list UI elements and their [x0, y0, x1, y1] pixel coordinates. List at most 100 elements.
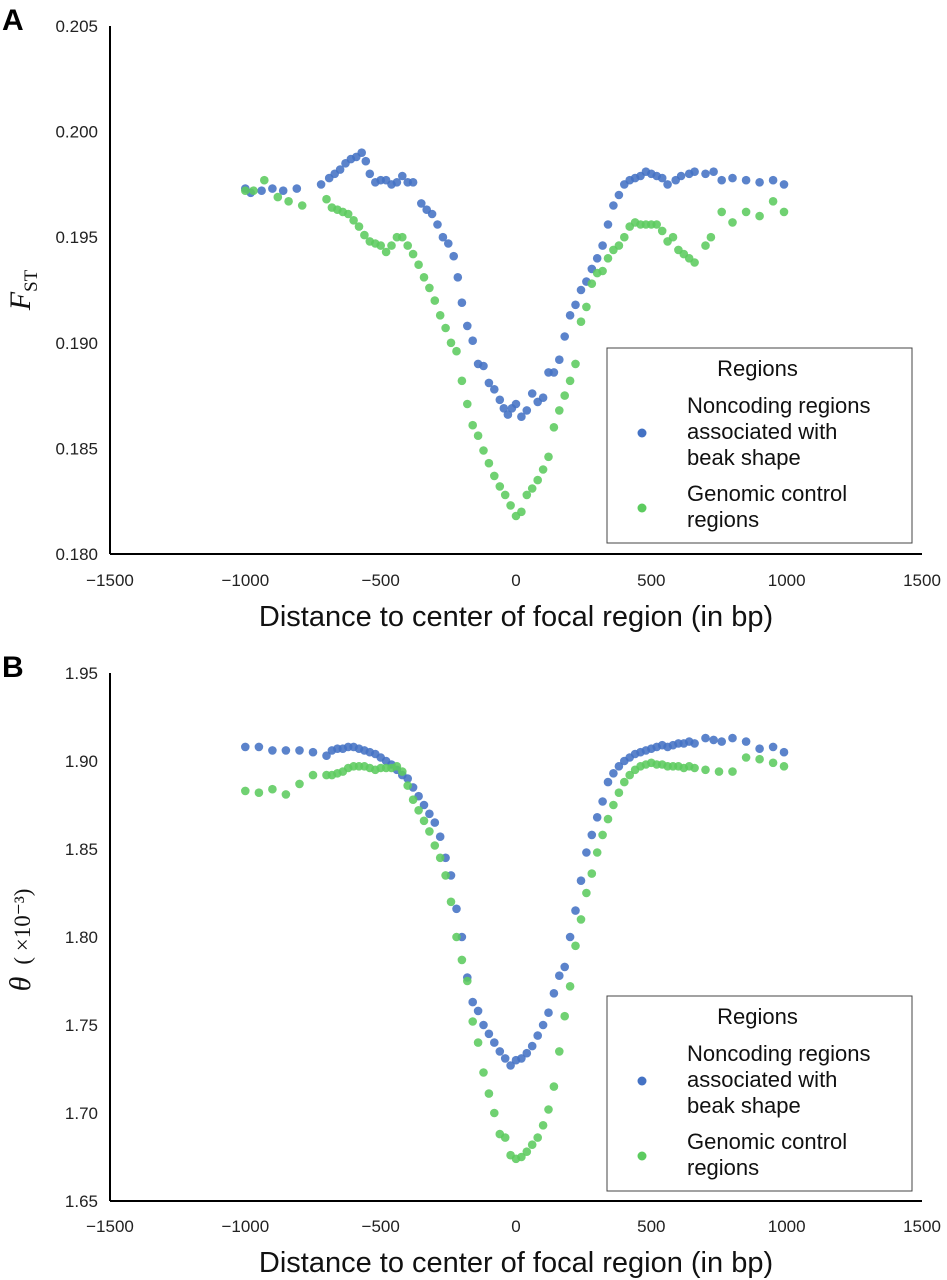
data-point: [446, 897, 456, 907]
data-point: [322, 751, 331, 760]
x-tick-label: 500: [637, 1217, 665, 1236]
data-point: [576, 317, 586, 327]
data-point: [779, 180, 789, 189]
data-point: [517, 507, 526, 517]
data-point: [603, 777, 613, 787]
data-point: [419, 800, 429, 810]
x-tick-label: 1500: [903, 1217, 941, 1236]
data-point: [555, 406, 564, 415]
data-point: [425, 827, 434, 836]
legend-entry-label: Noncoding regions: [687, 393, 870, 418]
data-point: [701, 241, 710, 250]
data-point: [717, 207, 726, 217]
data-point: [257, 186, 266, 195]
data-point: [468, 997, 478, 1007]
legend-entry-label: beak shape: [687, 1093, 801, 1118]
y-tick-label: 0.180: [55, 545, 98, 564]
data-point: [473, 1006, 483, 1016]
data-point: [571, 941, 580, 951]
data-point: [741, 207, 751, 217]
data-point: [484, 378, 494, 388]
data-point: [453, 273, 463, 282]
data-point: [779, 207, 789, 217]
data-point: [690, 167, 699, 176]
data-point: [281, 746, 291, 755]
data-point: [398, 232, 407, 242]
data-point: [779, 762, 789, 771]
data-point: [295, 746, 304, 755]
data-point: [417, 199, 426, 208]
data-point: [701, 765, 710, 775]
data-point: [603, 814, 613, 824]
data-point: [663, 180, 672, 189]
data-point: [527, 389, 537, 398]
data-point: [427, 209, 437, 219]
data-point: [308, 770, 318, 780]
data-point: [768, 758, 778, 768]
data-point: [241, 186, 250, 195]
x-tick-label: −1500: [86, 571, 134, 590]
data-point: [517, 1054, 526, 1063]
y-tick-label: 0.190: [55, 334, 98, 353]
data-point: [576, 285, 586, 295]
data-point: [755, 754, 764, 764]
data-point: [544, 1105, 553, 1114]
data-point: [620, 777, 629, 787]
x-axis-label: Distance to center of focal region (in b…: [259, 601, 773, 633]
data-point: [249, 186, 258, 195]
y-tick-label: 1.65: [65, 1192, 98, 1211]
legend-marker: [637, 1076, 647, 1086]
data-point: [479, 1020, 488, 1030]
data-point: [241, 742, 250, 752]
data-point: [587, 279, 597, 289]
data-point: [598, 830, 607, 840]
data-point: [582, 302, 591, 312]
data-point: [538, 1020, 548, 1030]
data-point: [538, 465, 548, 474]
data-point: [587, 869, 597, 878]
data-point: [527, 484, 537, 493]
data-point: [392, 178, 402, 187]
data-point: [598, 241, 607, 250]
panel-b: B −1500 −1000 −500 0 500 1000 1500 1.65 1.70 1.75…: [2, 651, 941, 1279]
data-point: [376, 241, 386, 250]
data-point: [565, 932, 575, 942]
data-point: [241, 786, 250, 796]
legend-title: Regions: [717, 356, 798, 381]
data-point: [425, 283, 434, 293]
series-control: [241, 175, 789, 521]
data-point: [587, 830, 597, 840]
data-point: [560, 332, 569, 341]
data-point: [768, 175, 778, 185]
data-point: [403, 774, 413, 783]
data-point: [755, 744, 764, 753]
data-point: [668, 232, 678, 242]
data-point: [468, 1017, 478, 1026]
data-point: [444, 239, 453, 248]
data-point: [435, 311, 445, 320]
data-point: [268, 784, 277, 794]
data-point: [717, 737, 726, 746]
data-point: [690, 739, 699, 748]
data-point: [603, 220, 613, 229]
y-tick-label: 0.185: [55, 439, 98, 458]
data-point: [408, 178, 418, 187]
y-tick-label: 1.80: [65, 928, 98, 947]
data-point: [284, 197, 293, 206]
data-point: [433, 220, 442, 229]
data-point: [517, 412, 526, 422]
data-point: [728, 218, 737, 227]
data-point: [463, 976, 472, 986]
data-point: [500, 1054, 510, 1063]
data-point: [449, 251, 459, 261]
legend-entry-label: regions: [687, 1155, 759, 1180]
data-point: [441, 871, 450, 880]
data-point: [565, 376, 575, 386]
data-point: [457, 955, 467, 965]
data-point: [614, 241, 624, 250]
data-point: [779, 747, 789, 757]
data-point: [549, 423, 559, 432]
x-tick-label: −1000: [221, 1217, 269, 1236]
data-point: [538, 393, 548, 403]
